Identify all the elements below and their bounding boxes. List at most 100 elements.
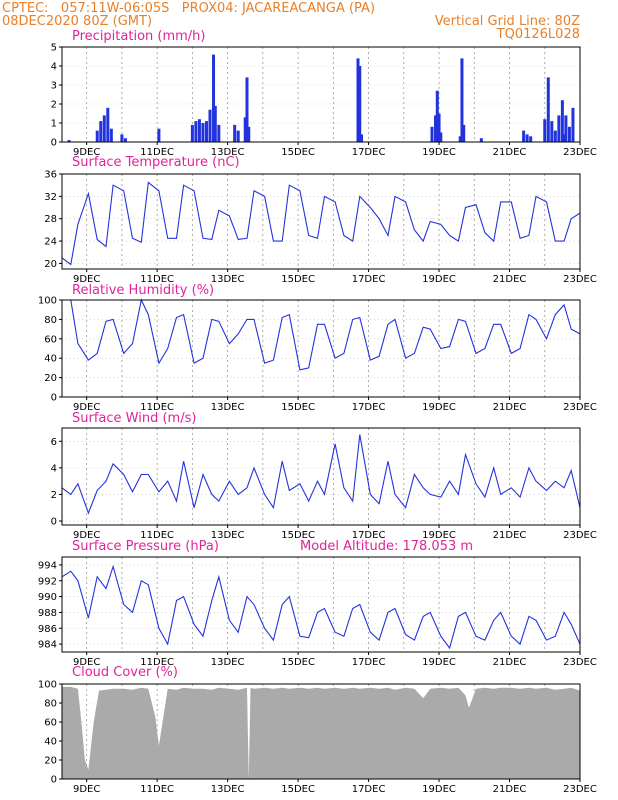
precip-bar xyxy=(546,77,550,142)
panel-title: Surface Pressure (hPa) xyxy=(72,539,219,554)
x-tick-label: 9DEC xyxy=(73,530,100,541)
x-tick-label: 17DEC xyxy=(352,402,386,413)
x-tick-label: 15DEC xyxy=(281,784,315,795)
precip-bar xyxy=(522,130,526,142)
cloud-area xyxy=(62,686,580,779)
precip-bar xyxy=(557,115,561,142)
precip-bar xyxy=(567,126,571,142)
series-line xyxy=(61,181,581,266)
y-tick-label: 100 xyxy=(38,296,57,307)
x-tick-label: 15DEC xyxy=(281,274,315,285)
x-tick-label: 9DEC xyxy=(73,402,100,413)
x-tick-label: 9DEC xyxy=(73,274,100,285)
x-tick-label: 11DEC xyxy=(140,147,174,158)
x-tick-label: 21DEC xyxy=(493,657,527,668)
precip-bar xyxy=(430,126,434,142)
x-tick-label: 19DEC xyxy=(422,530,456,541)
precip-bar xyxy=(553,130,557,142)
y-tick-label: 0 xyxy=(51,775,57,786)
x-tick-label: 23DEC xyxy=(563,657,597,668)
y-tick-label: 20 xyxy=(44,259,57,270)
plot-frame xyxy=(61,427,581,526)
y-tick-label: 2 xyxy=(51,100,57,111)
panel-1: Precipitation (mm/h) 0 1 2 3 4 5 9DEC 11DEC 13DEC… xyxy=(51,29,597,158)
y-tick-label: 986 xyxy=(38,624,57,635)
x-tick-label: 9DEC xyxy=(73,657,100,668)
y-tick-label: 80 xyxy=(44,699,57,710)
plot-frame xyxy=(61,299,581,398)
y-tick-label: 5 xyxy=(51,43,57,54)
panel-3: Relative Humidity (%) 0 20 40 60 80 100 9DEC 11D… xyxy=(38,283,597,413)
x-tick-label: 19DEC xyxy=(422,402,456,413)
x-tick-label: 11DEC xyxy=(140,657,174,668)
x-tick-label: 23DEC xyxy=(563,402,597,413)
precip-bar xyxy=(243,117,247,142)
y-tick-label: 0 xyxy=(51,393,57,404)
precip-bar xyxy=(197,119,201,142)
precip-bar xyxy=(356,58,360,142)
y-tick-label: 20 xyxy=(44,373,57,384)
y-tick-label: 3 xyxy=(51,81,57,92)
y-tick-label: 0 xyxy=(51,517,57,528)
precip-bar xyxy=(571,107,575,142)
x-tick-label: 21DEC xyxy=(493,147,527,158)
y-tick-label: 80 xyxy=(44,315,57,326)
y-tick-label: 1 xyxy=(51,119,57,130)
x-tick-label: 19DEC xyxy=(422,657,456,668)
precip-bar xyxy=(360,134,364,142)
y-tick-label: 992 xyxy=(38,576,57,587)
precip-bar xyxy=(529,136,533,142)
y-tick-label: 984 xyxy=(38,640,57,651)
x-tick-label: 15DEC xyxy=(281,147,315,158)
x-tick-label: 17DEC xyxy=(352,147,386,158)
panel-title: Cloud Cover (%) xyxy=(72,665,178,680)
precip-bar xyxy=(462,124,466,142)
y-tick-label: 60 xyxy=(44,718,57,729)
x-tick-label: 13DEC xyxy=(211,657,245,668)
x-tick-label: 15DEC xyxy=(281,657,315,668)
x-tick-label: 15DEC xyxy=(281,530,315,541)
x-tick-label: 21DEC xyxy=(493,402,527,413)
plot-frame xyxy=(61,46,581,143)
plot-frame xyxy=(61,173,581,270)
precip-bar xyxy=(109,128,113,142)
y-tick-label: 4 xyxy=(51,62,57,73)
y-tick-label: 100 xyxy=(38,680,57,691)
y-tick-label: 6 xyxy=(51,437,57,448)
x-tick-label: 23DEC xyxy=(563,274,597,285)
x-tick-label: 17DEC xyxy=(352,657,386,668)
y-tick-label: 20 xyxy=(44,756,57,767)
series-line xyxy=(62,298,581,371)
precip-bar xyxy=(95,130,99,142)
precip-bar xyxy=(437,113,441,142)
precip-bar xyxy=(525,134,529,142)
precip-bar xyxy=(213,105,217,142)
x-tick-label: 23DEC xyxy=(563,147,597,158)
y-tick-label: 2 xyxy=(51,490,57,501)
precip-bar xyxy=(157,128,161,142)
precip-bar xyxy=(123,138,127,142)
precip-bar xyxy=(190,124,194,142)
precip-bar xyxy=(439,132,443,142)
panel-title: Relative Humidity (%) xyxy=(72,283,214,298)
precip-bar xyxy=(562,134,566,142)
y-tick-label: 0 xyxy=(51,138,57,149)
y-tick-label: 40 xyxy=(44,354,57,365)
x-tick-label: 9DEC xyxy=(73,784,100,795)
y-tick-label: 28 xyxy=(44,214,57,225)
precip-bar xyxy=(550,121,554,142)
header-location: CPTEC: 057:11W-06:05S PROX04: JACAREACAN… xyxy=(2,1,375,16)
precip-bar xyxy=(233,124,237,142)
x-tick-label: 11DEC xyxy=(140,784,174,795)
x-tick-label: 11DEC xyxy=(140,274,174,285)
precip-bar xyxy=(212,54,216,142)
precip-bar xyxy=(434,115,438,142)
precip-bar xyxy=(245,77,249,142)
precip-bar xyxy=(102,115,106,142)
x-tick-label: 21DEC xyxy=(493,784,527,795)
x-tick-label: 9DEC xyxy=(73,147,100,158)
plot-frame xyxy=(61,683,581,780)
precip-bar xyxy=(120,134,124,142)
panel-title: Surface Temperature (nC) xyxy=(72,155,240,170)
precip-bar xyxy=(479,138,483,142)
